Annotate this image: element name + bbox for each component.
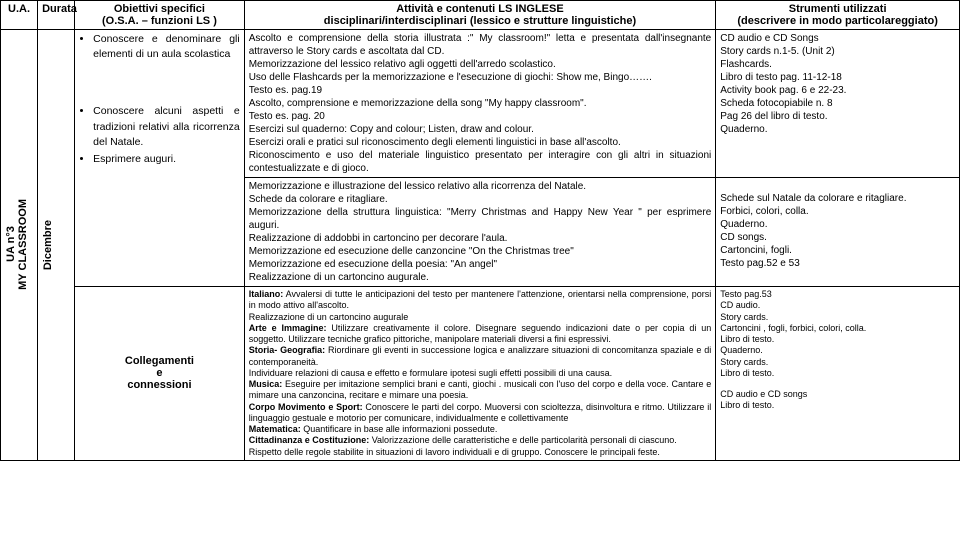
durata-cell: Dicembre	[38, 30, 75, 461]
strumenti-h1: Strumenti utilizzati	[720, 3, 955, 15]
att3-p8b: Quantificare in base alle informazioni p…	[301, 424, 498, 434]
att3-p1b: Avvalersi di tutte le anticipazioni del …	[249, 289, 712, 310]
att3-p1a: Italiano:	[249, 289, 284, 299]
attivita-cell-2: Memorizzazione e illustrazione del lessi…	[244, 178, 716, 287]
att3-p9b: Valorizzazione delle caratteristiche e d…	[369, 435, 677, 445]
att2-p4: Realizzazione di addobbi in cartoncino p…	[249, 232, 712, 245]
collegamenti-label: Collegamenti e connessioni	[79, 355, 240, 391]
col-obiettivi: Obiettivi specifici (O.S.A. – funzioni L…	[75, 1, 245, 30]
attivita-h2: disciplinari/interdisciplinari (lessico …	[249, 15, 712, 27]
str2-1: Schede sul Natale da colorare e ritaglia…	[720, 192, 955, 205]
strumenti-cell-1: CD audio e CD Songs Story cards n.1-5. (…	[716, 30, 960, 178]
durata-label: Dicembre	[42, 220, 54, 270]
strumenti-cell-3: Testo pag.53 CD audio. Story cards. Cart…	[716, 287, 960, 461]
att2-p5: Memorizzazione ed esecuzione delle canzo…	[249, 245, 712, 258]
content-row-3: Collegamenti e connessioni Italiano: Avv…	[1, 287, 960, 461]
att3-p5: Individuare relazioni di causa e effetto…	[249, 368, 712, 379]
str1-6: Scheda fotocopiabile n. 8	[720, 97, 955, 110]
str1-1: CD audio e CD Songs	[720, 32, 955, 45]
str1-5: Activity book pag. 6 e 22-23.	[720, 84, 955, 97]
obiettivi-h2: (O.S.A. – funzioni LS )	[79, 15, 240, 27]
obiettivi-h1: Obiettivi specifici	[79, 3, 240, 15]
col-ua: U.A.	[1, 1, 38, 30]
str2-4: CD songs.	[720, 231, 955, 244]
attivita-cell-1: Ascolto e comprensione della storia illu…	[244, 30, 716, 178]
strumenti-cell-2: Schede sul Natale da colorare e ritaglia…	[716, 178, 960, 287]
strumenti-h2: (descrivere in modo particolareggiato)	[720, 15, 955, 27]
att3-p6b: Eseguire per imitazione semplici brani e…	[249, 379, 712, 400]
att3-p8a: Matematica:	[249, 424, 301, 434]
ua-label: UA n°3 MY CLASSROOM	[5, 199, 29, 290]
str2-2: Forbici, colori, colla.	[720, 205, 955, 218]
str1-3: Flashcards.	[720, 58, 955, 71]
attivita-cell-3: Italiano: Avvalersi di tutte le anticipa…	[244, 287, 716, 461]
att3-p4a: Storia- Geografia:	[249, 345, 325, 355]
att2-p6: Memorizzazione ed esecuzione della poesi…	[249, 258, 712, 271]
collegamenti-cell: Collegamenti e connessioni	[75, 287, 245, 461]
att3-p9a: Cittadinanza e Costituzione:	[249, 435, 370, 445]
att1-p7: Esercizi sul quaderno: Copy and colour; …	[249, 123, 712, 136]
att1-p1: Ascolto e comprensione della storia illu…	[249, 32, 712, 58]
str3-10: Libro di testo.	[720, 400, 955, 411]
obiettivi-cell: Conoscere e denominare gli elementi di u…	[75, 30, 245, 287]
att1-p3: Uso delle Flashcards per la memorizzazio…	[249, 71, 712, 84]
str1-7: Pag 26 del libro di testo.	[720, 110, 955, 123]
col-durata: Durata	[38, 1, 75, 30]
att3-p7a: Corpo Movimento e Sport:	[249, 402, 363, 412]
str2-6: Testo pag.52 e 53	[720, 257, 955, 270]
att3-p2: Realizzazione di un cartoncino augurale	[249, 312, 712, 323]
attivita-h1: Attività e contenuti LS INGLESE	[249, 3, 712, 15]
obiettivo-1: Conoscere e denominare gli elementi di u…	[93, 32, 240, 62]
str3-8: Libro di testo.	[720, 368, 955, 379]
obiettivo-2: Conoscere alcuni aspetti e tradizioni re…	[93, 104, 240, 150]
str3-5: Libro di testo.	[720, 334, 955, 345]
str1-8: Quaderno.	[720, 123, 955, 136]
str2-3: Quaderno.	[720, 218, 955, 231]
att1-p4: Testo es. pag.19	[249, 84, 712, 97]
att2-p1: Memorizzazione e illustrazione del lessi…	[249, 180, 712, 193]
content-row-1: UA n°3 MY CLASSROOM Dicembre Conoscere e…	[1, 30, 960, 178]
str3-9: CD audio e CD songs	[720, 389, 955, 400]
att2-p2: Schede da colorare e ritagliare.	[249, 193, 712, 206]
lesson-plan-table: U.A. Durata Obiettivi specifici (O.S.A. …	[0, 0, 960, 461]
str3-6: Quaderno.	[720, 345, 955, 356]
str3-1: Testo pag.53	[720, 289, 955, 300]
att1-p9: Riconoscimento e uso del materiale lingu…	[249, 149, 712, 175]
col-strumenti: Strumenti utilizzati (descrivere in modo…	[716, 1, 960, 30]
str2-5: Cartoncini, fogli.	[720, 244, 955, 257]
col-attivita: Attività e contenuti LS INGLESE discipli…	[244, 1, 716, 30]
att1-p5: Ascolto, comprensione e memorizzazione d…	[249, 97, 712, 110]
str3-4: Cartoncini , fogli, forbici, colori, col…	[720, 323, 955, 334]
obiettivo-3: Esprimere auguri.	[93, 152, 240, 167]
att1-p6: Testo es. pag. 20	[249, 110, 712, 123]
str1-2: Story cards n.1-5. (Unit 2)	[720, 45, 955, 58]
att1-p8: Esercizi orali e pratici sul riconoscime…	[249, 136, 712, 149]
att3-p10: Rispetto delle regole stabilite in situa…	[249, 447, 712, 458]
att3-p6a: Musica:	[249, 379, 283, 389]
att2-p7: Realizzazione di un cartoncino augurale.	[249, 271, 712, 284]
table-header-row: U.A. Durata Obiettivi specifici (O.S.A. …	[1, 1, 960, 30]
att1-p2: Memorizzazione del lessico relativo agli…	[249, 58, 712, 71]
ua-cell: UA n°3 MY CLASSROOM	[1, 30, 38, 461]
att3-p3a: Arte e Immagine:	[249, 323, 327, 333]
str3-7: Story cards.	[720, 357, 955, 368]
str1-4: Libro di testo pag. 11-12-18	[720, 71, 955, 84]
str3-3: Story cards.	[720, 312, 955, 323]
str3-2: CD audio.	[720, 300, 955, 311]
att2-p3: Memorizzazione della struttura linguisti…	[249, 206, 712, 232]
